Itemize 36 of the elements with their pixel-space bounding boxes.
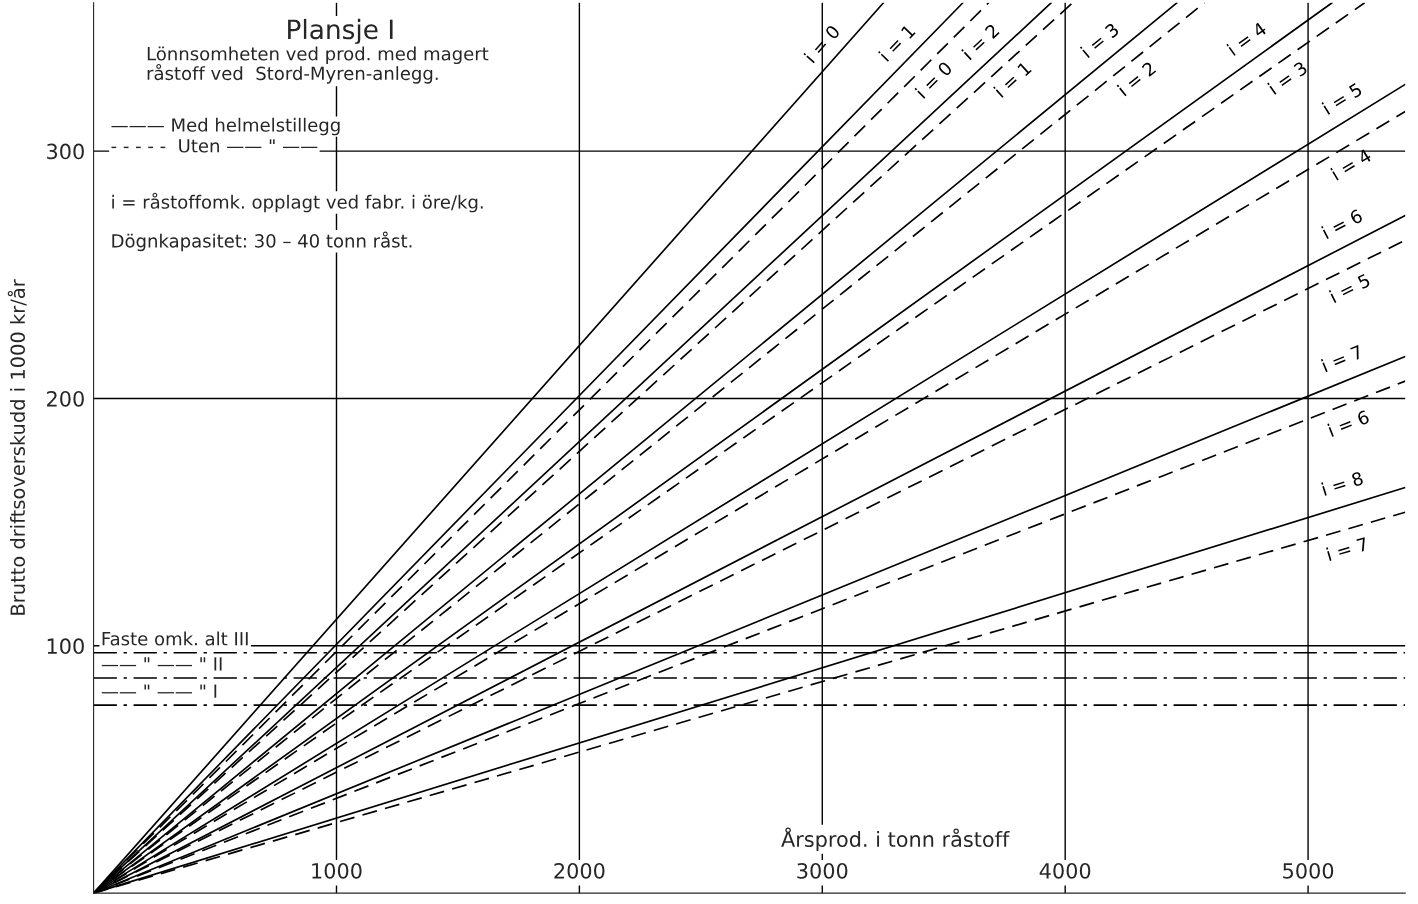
y-tick-label: 300 — [47, 143, 84, 160]
x-tick-label: 4000 — [1039, 862, 1091, 879]
text: i = 3 — [1079, 22, 1120, 59]
text: Plansje I — [288, 18, 393, 45]
text: i = 1 — [993, 60, 1032, 98]
ref-line-label: —— " —— " I — [101, 684, 217, 698]
text: i = 6 — [1321, 208, 1364, 240]
y-axis-title: Brutto driftsoverskudd i 1000 kr/år — [7, 279, 27, 615]
y-tick-label: 100 — [47, 638, 84, 655]
text: i = 4 — [1226, 21, 1268, 56]
annotation: Dögnkapasitet: 30 – 40 tonn råst. — [112, 231, 412, 252]
text: i = 5 — [1321, 82, 1363, 115]
annotation: ——— Med helmelstillegg — [111, 117, 340, 136]
text: i = 5 — [1328, 272, 1371, 304]
x-tick-label: 2000 — [554, 862, 605, 879]
text: i = 3 — [1267, 60, 1308, 95]
x-tick-label: 1000 — [312, 862, 362, 879]
text: i = 8 — [1321, 470, 1364, 497]
text: i = 7 — [1326, 536, 1369, 561]
x-tick-label: 5000 — [1283, 862, 1334, 879]
text: i = 6 — [1327, 409, 1370, 438]
x-axis-title: Årsprod. i tonn råstoff — [781, 827, 1010, 852]
annotation: - - - - - Uten —— " —— — [111, 139, 318, 153]
text: i = 7 — [1320, 344, 1364, 373]
annotation: i = råstoffomk. opplagt ved fabr. i öre/kg. — [112, 192, 483, 213]
text: i = 1 — [878, 23, 916, 62]
ref-line-label: Faste omk. alt III — [102, 631, 248, 646]
y-tick-label: 200 — [47, 390, 84, 407]
text: i = 2 — [1116, 60, 1157, 97]
text: i = 0 — [914, 60, 953, 99]
text: i = 2 — [961, 23, 1000, 61]
text: Lönnsomheten ved prod. med magert råstoff ved Stord-Myren-anlegg. — [147, 46, 489, 84]
text: i = 4 — [1330, 148, 1373, 181]
ref-line-label: —— " —— " II — [101, 657, 222, 671]
text: i = 0 — [803, 24, 841, 64]
x-tick-label: 3000 — [797, 862, 848, 879]
